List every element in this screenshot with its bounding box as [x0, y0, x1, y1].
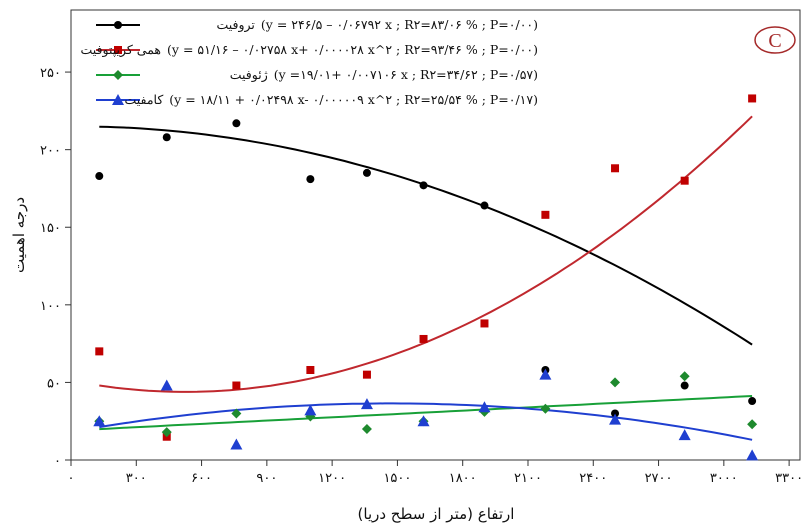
data-point-series-0 — [680, 381, 689, 390]
legend-marker-1 — [114, 46, 122, 54]
data-point-series-1 — [362, 370, 371, 379]
data-point-series-0 — [611, 409, 620, 418]
data-point-series-0 — [232, 119, 241, 128]
x-tick-label: ۶۰۰ — [191, 471, 212, 486]
data-point-series-3 — [93, 415, 106, 427]
y-tick-label: ۲۰۰ — [40, 144, 61, 159]
legend-equation: (y = ۵۱/۱۶ – ۰/۰۲۷۵۸ x+ ۰/۰۰۰۰۲۸ x^۲ ; R… — [167, 42, 538, 57]
data-point-series-3 — [478, 401, 491, 413]
data-point-series-2 — [610, 377, 621, 388]
legend-label-2: (y =۱۹/۰۱+ ۰/۰۰۷۱۰۶ x ; R۲=۳۴/۶۲ ; P=۰/۵… — [274, 67, 538, 82]
x-tick-label: ۰ — [68, 471, 75, 486]
x-tick-label: ۱۸۰۰ — [449, 471, 477, 486]
data-point-series-1 — [680, 176, 689, 185]
data-point-series-1 — [232, 381, 241, 390]
x-axis-title: ارتفاع (متر از سطح دریا) — [358, 505, 515, 523]
x-tick-label: ۱۵۰۰ — [383, 471, 411, 486]
data-point-series-0 — [419, 181, 428, 190]
data-point-series-1 — [306, 366, 315, 374]
x-tick-label: ۲۴۰۰ — [579, 471, 607, 486]
data-point-series-1 — [541, 210, 550, 219]
panel-label: C — [768, 30, 781, 52]
y-tick-label: ۲۵۰ — [40, 66, 61, 81]
x-tick-label: ۱۲۰۰ — [318, 471, 346, 486]
legend-series-name: همی کریپتوفیت — [80, 42, 161, 58]
legend-label-1: (y = ۵۱/۱۶ – ۰/۰۲۷۵۸ x+ ۰/۰۰۰۰۲۸ x^۲ ; R… — [167, 42, 538, 57]
fit-line-series-3 — [99, 402, 753, 441]
legend: (y = ۲۴۶/۵ – ۰/۰۶۷۹۲ x ; R۲=۸۳/۰۶ % ; P=… — [80, 17, 538, 107]
fit-line-series-2 — [99, 395, 753, 431]
data-point-series-3 — [539, 368, 552, 380]
x-tick-label: ۳۰۰ — [126, 471, 147, 486]
x-tick-label: ۹۰۰ — [256, 471, 277, 486]
data-point-series-2 — [161, 427, 172, 438]
y-axis: ۰ ۵۰ ۱۰۰ ۱۵۰ ۲۰۰ ۲۵۰ — [40, 66, 71, 469]
y-tick-label: ۰ — [54, 454, 61, 469]
y-axis-title: درجه اهمیت — [10, 197, 28, 273]
data-point-series-0 — [362, 168, 371, 177]
data-point-series-1 — [419, 334, 428, 343]
data-point-series-1 — [748, 94, 757, 103]
data-point-series-2 — [679, 371, 690, 382]
data-point-series-0 — [748, 397, 757, 406]
y-tick-label: ۵۰ — [47, 376, 61, 391]
y-tick-label: ۱۰۰ — [40, 299, 61, 314]
data-point-series-2 — [361, 423, 372, 434]
legend-series-name: کامفیت — [124, 92, 164, 107]
data-point-series-3 — [304, 404, 317, 416]
legend-marker-0 — [114, 21, 122, 29]
legend-equation: (y = ۱۸/۱۱ + ۰/۰۲۴۹۸ x- ۰/۰۰۰۰۰۹ x^۲ ; R… — [169, 92, 538, 107]
legend-marker-3 — [112, 94, 124, 105]
legend-label-0: (y = ۲۴۶/۵ – ۰/۰۶۷۹۲ x ; R۲=۸۳/۰۶ % ; P=… — [261, 17, 538, 32]
legend-equation: (y = ۲۴۶/۵ – ۰/۰۶۷۹۲ x ; R۲=۸۳/۰۶ % ; P=… — [261, 17, 538, 32]
legend-series-name: ژئوفیت — [230, 67, 268, 83]
data-point-series-0 — [162, 133, 171, 142]
data-point-series-1 — [95, 347, 104, 356]
data-point-series-0 — [480, 201, 489, 210]
legend-series-name: تروفیت — [216, 17, 255, 33]
data-point-series-2 — [231, 408, 242, 419]
legend-equation: (y =۱۹/۰۱+ ۰/۰۰۷۱۰۶ x ; R۲=۳۴/۶۲ ; P=۰/۵… — [274, 67, 538, 82]
data-point-series-0 — [306, 175, 315, 184]
x-tick-label: ۲۷۰۰ — [645, 471, 673, 486]
panel-label-ellipse — [754, 26, 796, 54]
x-tick-label: ۳۰۰۰ — [710, 471, 738, 486]
data-points — [93, 94, 759, 461]
data-point-series-1 — [611, 164, 620, 173]
x-tick-label: ۲۱۰۰ — [514, 471, 542, 486]
data-point-series-1 — [480, 319, 489, 328]
data-point-series-0 — [95, 172, 104, 181]
data-point-series-3 — [417, 415, 430, 427]
data-point-series-3 — [360, 398, 373, 410]
data-point-series-2 — [540, 403, 551, 414]
x-tick-label: ۳۳۰۰ — [775, 471, 803, 486]
data-point-series-3 — [746, 449, 759, 461]
data-point-series-3 — [609, 413, 622, 425]
data-point-series-3 — [230, 438, 243, 450]
data-point-series-2 — [747, 419, 758, 430]
x-axis: ۰ ۳۰۰ ۶۰۰ ۹۰۰ ۱۲۰۰ ۱۵۰۰ ۱۸۰۰ ۲۱۰۰ ۲۴۰۰ ۲۷۰۰ ۳۰۰۰ ۳۳… — [68, 460, 803, 486]
data-point-series-3 — [160, 379, 173, 391]
plot-frame — [70, 9, 801, 461]
legend-marker-2 — [113, 70, 123, 80]
legend-label-3: (y = ۱۸/۱۱ + ۰/۰۲۴۹۸ x- ۰/۰۰۰۰۰۹ x^۲ ; R… — [169, 92, 538, 107]
y-tick-label: ۱۵۰ — [40, 221, 61, 236]
data-point-series-3 — [678, 429, 691, 441]
